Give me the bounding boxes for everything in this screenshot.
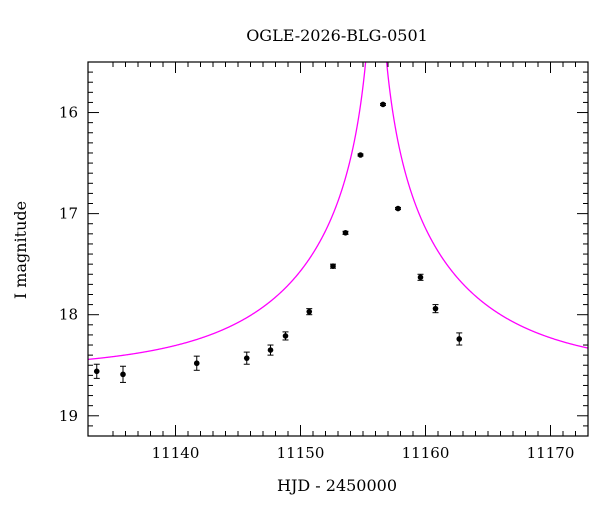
data-point	[417, 274, 424, 281]
data-point	[306, 308, 313, 315]
plot-area: 11140 11150 11160 11170 16 17 18 19	[59, 61, 589, 462]
data-point	[120, 371, 126, 378]
x-tick-label: 11140	[152, 444, 200, 462]
model-curve	[88, 62, 588, 361]
y-tick-label: 16	[59, 104, 78, 122]
y-axis-label: I magnitude	[11, 201, 30, 299]
y-tick-label: 17	[59, 205, 78, 223]
data-point	[267, 347, 274, 353]
data-point	[342, 230, 349, 236]
data-point	[380, 101, 386, 108]
data-point	[357, 152, 364, 158]
x-tick-label: 11160	[402, 444, 450, 462]
data-point	[193, 360, 200, 367]
data-point	[243, 355, 250, 361]
data-point	[395, 205, 401, 212]
chart-title: OGLE-2026-BLG-0501	[246, 26, 428, 45]
x-tick-label: 11170	[527, 444, 575, 462]
data-point	[432, 305, 439, 312]
data-point	[330, 263, 336, 269]
plot-frame	[87, 61, 589, 437]
data-point	[456, 336, 463, 342]
y-tick-label: 18	[59, 306, 78, 324]
x-tick-label: 11150	[277, 444, 325, 462]
x-axis-label: HJD - 2450000	[277, 476, 397, 495]
data-point	[93, 368, 100, 375]
y-tick-label: 19	[59, 407, 78, 425]
data-point	[282, 333, 289, 339]
